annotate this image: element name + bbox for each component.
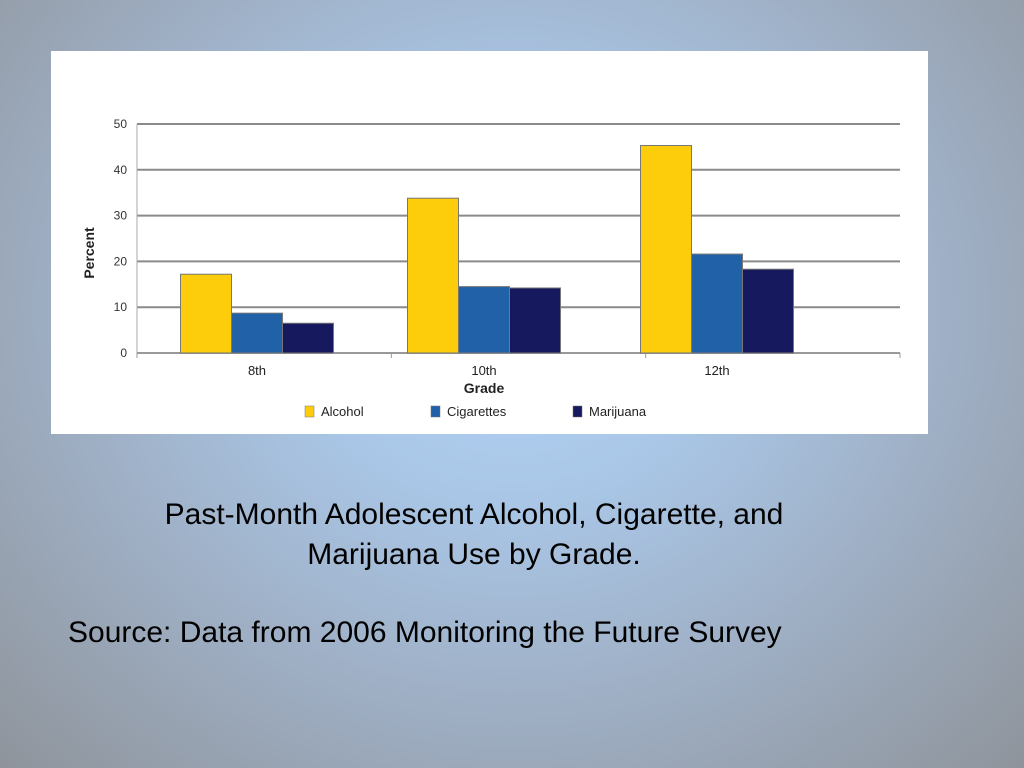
caption-line-2: Marijuana Use by Grade. bbox=[307, 538, 641, 571]
x-tick-label: 10th bbox=[471, 363, 496, 378]
source-text: Source: Data from 2006 Monitoring the Fu… bbox=[68, 616, 782, 649]
legend-swatch-alcohol bbox=[304, 405, 315, 418]
y-tick-label: 40 bbox=[114, 163, 128, 177]
chart-panel bbox=[51, 51, 928, 434]
legend-label-cigarettes: Cigarettes bbox=[447, 404, 507, 419]
y-tick-label: 0 bbox=[120, 346, 127, 360]
y-axis-title: Percent bbox=[81, 227, 97, 279]
caption-line-1: Past-Month Adolescent Alcohol, Cigarette… bbox=[164, 498, 784, 531]
y-tick-label: 20 bbox=[114, 254, 128, 268]
legend-label-alcohol: Alcohol bbox=[321, 404, 364, 419]
x-tick-label: 12th bbox=[704, 363, 729, 378]
y-tick-label: 10 bbox=[114, 300, 128, 314]
bar-marijuana-10th bbox=[509, 287, 561, 354]
legend-swatch-cigarettes bbox=[430, 405, 441, 418]
bar-alcohol-10th bbox=[407, 197, 459, 354]
legend-swatch-marijuana bbox=[572, 405, 583, 418]
x-tick-label: 8th bbox=[248, 363, 266, 378]
x-axis-title: Grade bbox=[464, 380, 505, 396]
legend-label-marijuana: Marijuana bbox=[589, 404, 647, 419]
y-tick-label: 30 bbox=[114, 209, 128, 223]
bar-marijuana-12th bbox=[742, 268, 794, 354]
bar-cigarettes-12th bbox=[691, 253, 743, 354]
bar-marijuana-8th bbox=[282, 322, 334, 354]
bar-cigarettes-8th bbox=[231, 312, 283, 354]
y-tick-label: 50 bbox=[114, 117, 128, 131]
bar-alcohol-8th bbox=[180, 273, 232, 354]
bar-cigarettes-10th bbox=[458, 286, 510, 354]
bar-alcohol-12th bbox=[640, 145, 692, 354]
